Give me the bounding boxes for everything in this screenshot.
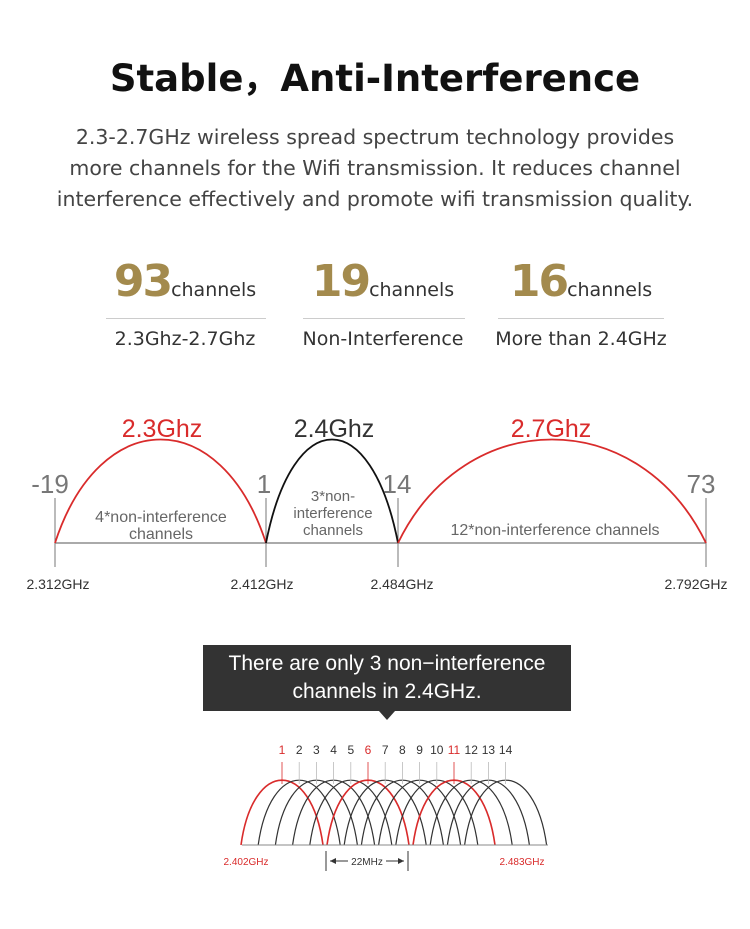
description-line: interference effectively and promote wif… — [56, 187, 694, 211]
stat-93-channels: 93channels — [100, 256, 270, 307]
stat-unit: channels — [369, 279, 455, 301]
channel-arcs — [240, 779, 548, 846]
frequency-label: 2.792GHz — [664, 576, 727, 592]
stat-unit: channels — [567, 279, 653, 301]
channel-number: 8 — [399, 743, 406, 757]
stat-caption: Non-Interference — [302, 328, 464, 350]
page-title: Stable，Anti-Interference — [109, 57, 641, 100]
channel-number: 1 — [279, 743, 286, 757]
band-inner-text: 4*non-interference — [95, 509, 227, 526]
start-frequency: 2.402GHz — [223, 857, 268, 868]
band-inner-text: 12*non-interference channels — [450, 522, 659, 539]
description-line: more channels for the Wifi transmission.… — [69, 156, 681, 180]
channel-arc — [378, 779, 462, 846]
band-inner-text: channels — [303, 522, 363, 539]
channel-arc — [326, 779, 410, 846]
stat-number: 16 — [509, 256, 569, 307]
channel-number: 5 — [347, 743, 354, 757]
end-frequency: 2.483GHz — [499, 857, 544, 868]
frequency-label: 2.412GHz — [230, 576, 293, 592]
channel-arc — [429, 779, 513, 846]
channel-width-label: 22MHz — [351, 857, 383, 868]
band-label: 2.7Ghz — [511, 415, 592, 443]
frequency-label: 2.312GHz — [26, 576, 89, 592]
band-inner-text: 3*non- — [311, 488, 355, 505]
spectrum-diagram: 2.3Ghz 2.4Ghz 2.7Ghz -19 1 14 73 4*non-i… — [26, 415, 727, 592]
channel-marker: 1 — [257, 469, 271, 499]
stat-16-channels: 16channels — [496, 256, 666, 307]
channel-arc — [412, 779, 496, 846]
description-line: 2.3-2.7GHz wireless spread spectrum tech… — [75, 125, 675, 149]
stat-number: 93 — [113, 256, 173, 307]
channel-number: 6 — [365, 743, 372, 757]
channel-arc — [464, 779, 548, 846]
band-inner-text: interference — [293, 505, 372, 522]
arrow-left-icon — [330, 858, 336, 864]
channel-number: 11 — [448, 743, 461, 757]
channel-number: 2 — [296, 743, 303, 757]
channel-number: 3 — [313, 743, 320, 757]
arrow-right-icon — [398, 858, 404, 864]
channel-number: 9 — [416, 743, 423, 757]
tooltip-line: There are only 3 non−interference — [228, 652, 546, 675]
channel-arc — [360, 779, 444, 846]
description: 2.3-2.7GHz wireless spread spectrum tech… — [30, 122, 720, 215]
channel-number: 7 — [382, 743, 389, 757]
stat-19-channels: 19channels — [298, 256, 468, 307]
frequency-label: 2.484GHz — [370, 576, 433, 592]
channel-arc — [274, 779, 358, 846]
stat-caption: More than 2.4GHz — [495, 328, 667, 350]
stat-divider — [106, 318, 266, 319]
channel-marker: 73 — [687, 469, 716, 499]
channel-number: 4 — [330, 743, 337, 757]
band-arc-2-7ghz — [397, 438, 707, 544]
channel-marker: -19 — [31, 469, 69, 499]
channel-number: 13 — [482, 743, 496, 757]
channel-arc — [240, 779, 324, 846]
channel-arc — [292, 779, 376, 846]
stat-number: 19 — [311, 256, 371, 307]
channel-number: 14 — [499, 743, 513, 757]
channel-number: 12 — [465, 743, 479, 757]
stat-caption: 2.3Ghz-2.7Ghz — [114, 328, 256, 350]
tooltip-pointer — [379, 711, 395, 720]
stat-divider — [303, 318, 465, 319]
band-label: 2.4Ghz — [294, 415, 375, 443]
tooltip-callout: There are only 3 non−interference channe… — [203, 645, 571, 711]
stat-divider — [498, 318, 664, 319]
channel-marker: 14 — [383, 469, 412, 499]
channel-number: 10 — [430, 743, 444, 757]
channel-arc — [446, 779, 530, 846]
stat-unit: channels — [171, 279, 257, 301]
band-arc-2-4ghz — [265, 438, 399, 544]
band-inner-text: channels — [129, 526, 193, 543]
channel-labels: 1 2 3 4 5 6 7 8 9 10 11 12 13 14 — [279, 743, 513, 784]
band-label: 2.3Ghz — [122, 415, 203, 443]
channel-overlap-diagram: 1 2 3 4 5 6 7 8 9 10 11 12 13 14 2.402GHz 2.483GHz 22… — [223, 743, 548, 871]
band-arc-2-3ghz — [54, 438, 267, 544]
tooltip-line: channels in 2.4GHz. — [292, 680, 482, 703]
